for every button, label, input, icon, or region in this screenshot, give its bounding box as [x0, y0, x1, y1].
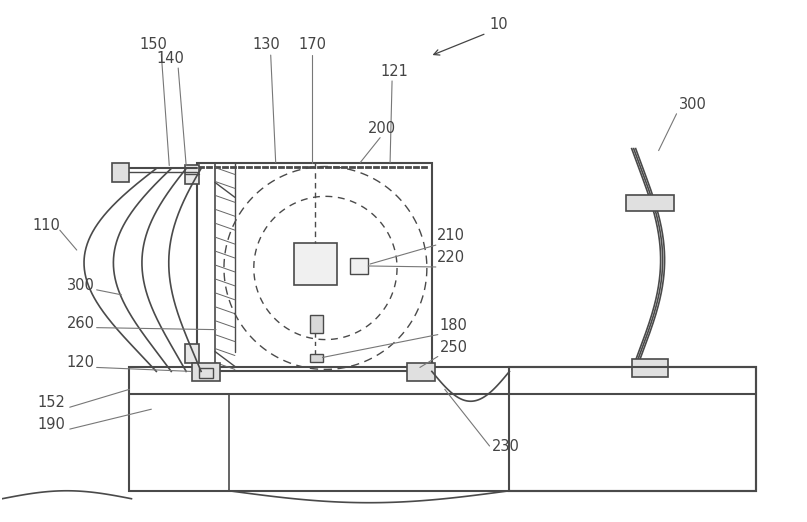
Bar: [407, 363, 435, 382]
Text: 190: 190: [37, 417, 65, 432]
Bar: [199, 369, 213, 378]
Text: 200: 200: [368, 121, 396, 136]
Bar: [192, 363, 220, 382]
Text: 150: 150: [140, 37, 167, 52]
Text: 140: 140: [157, 51, 184, 66]
Bar: [625, 195, 674, 211]
Bar: [350, 258, 368, 274]
Text: 110: 110: [32, 218, 60, 233]
Text: 152: 152: [37, 395, 65, 410]
Bar: [632, 360, 667, 377]
Bar: [185, 164, 199, 184]
Text: 220: 220: [437, 250, 465, 265]
Text: 230: 230: [491, 439, 520, 454]
Text: 300: 300: [679, 97, 706, 112]
Bar: [294, 243, 337, 285]
Text: 300: 300: [67, 278, 94, 293]
Text: 120: 120: [67, 355, 94, 371]
Text: 260: 260: [67, 316, 94, 330]
Text: 130: 130: [253, 37, 281, 52]
Text: 180: 180: [440, 317, 468, 333]
Bar: [310, 315, 324, 333]
Bar: [111, 162, 129, 182]
Text: 170: 170: [299, 37, 327, 52]
Bar: [129, 367, 756, 491]
Text: 10: 10: [490, 17, 508, 32]
Bar: [310, 354, 324, 362]
Bar: [197, 162, 432, 372]
Text: 121: 121: [380, 64, 408, 79]
Bar: [185, 343, 199, 363]
Text: 250: 250: [440, 339, 468, 354]
Bar: [509, 367, 756, 491]
Text: 210: 210: [437, 228, 465, 243]
